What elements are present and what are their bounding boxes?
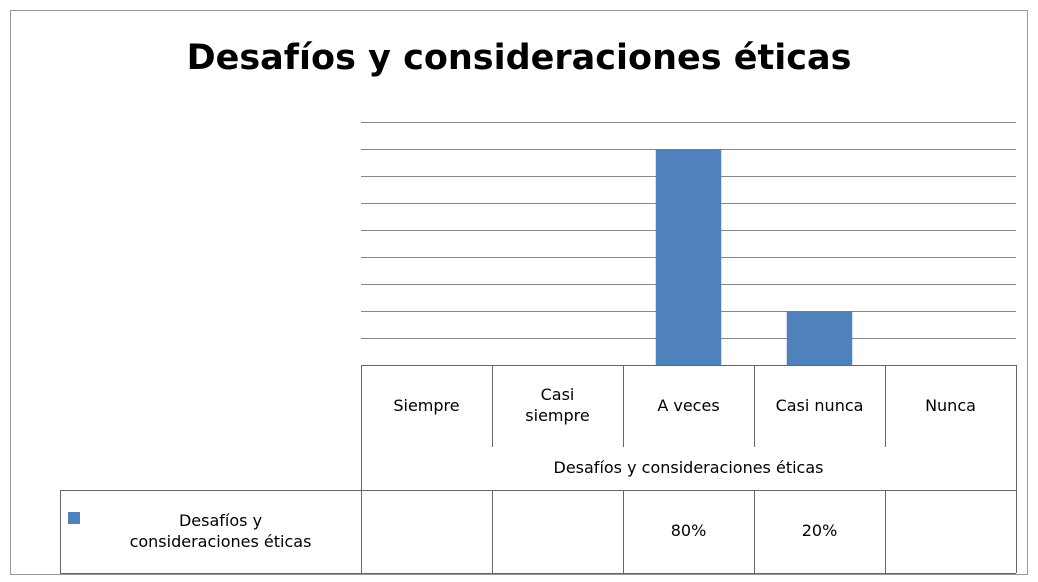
x-tick-label-cell: Nunca bbox=[885, 365, 1016, 447]
legend-label-cell: Desafíos y consideraciones éticas bbox=[82, 490, 359, 573]
legend-swatch bbox=[68, 512, 80, 524]
chart-title: Desafíos y consideraciones éticas bbox=[186, 38, 852, 78]
x-axis-label: Desafíos y consideraciones éticas bbox=[553, 458, 824, 478]
data-label: 20% bbox=[801, 521, 838, 541]
x-axis-label-cell: Desafíos y consideraciones éticas bbox=[361, 447, 1016, 490]
x-tick-label: Siempre bbox=[393, 395, 460, 415]
x-tick-label: Casi siempre bbox=[525, 385, 590, 425]
chart-border bbox=[10, 10, 1028, 575]
x-tick-label-cell: Casi siempre bbox=[492, 365, 623, 447]
x-tick-label: A veces bbox=[657, 395, 720, 415]
data-label: 80% bbox=[670, 521, 707, 541]
x-tick-label: Casi nunca bbox=[775, 395, 864, 415]
x-tick-label-cell: Casi nunca bbox=[754, 365, 885, 447]
bar bbox=[786, 311, 853, 365]
x-tick-label-cell: A veces bbox=[623, 365, 754, 447]
data-label-cell: 20% bbox=[754, 490, 885, 573]
legend-label: Desafíos y consideraciones éticas bbox=[129, 510, 312, 551]
x-tick-label: Nunca bbox=[925, 395, 976, 415]
x-tick-label-cell: Siempre bbox=[361, 365, 492, 447]
data-label-cell: 80% bbox=[623, 490, 754, 573]
bar bbox=[655, 149, 722, 365]
